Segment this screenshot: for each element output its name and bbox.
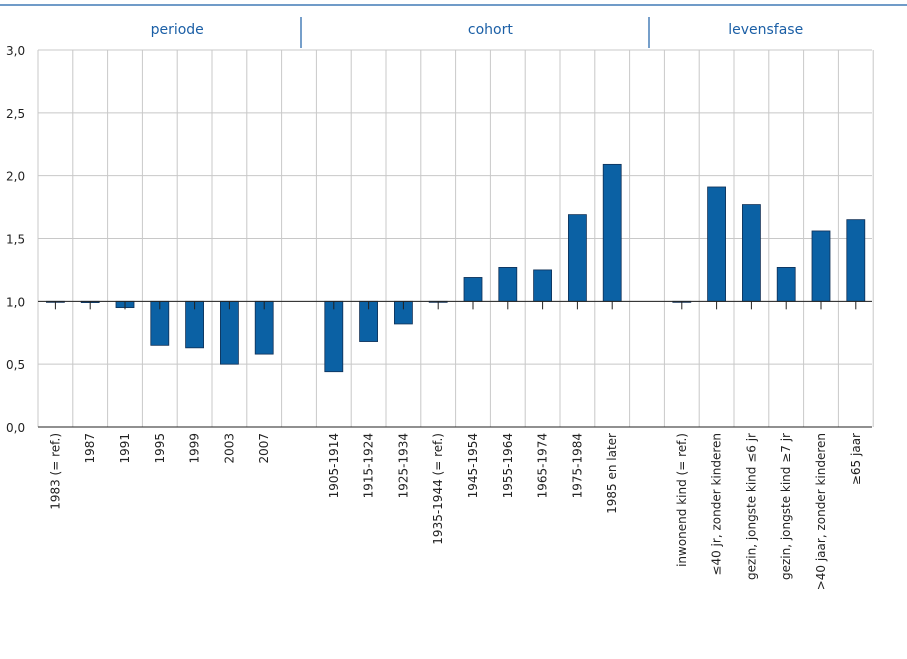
y-tick-label: 2,0: [6, 170, 25, 184]
x-tick-label: 1975-1984: [570, 433, 584, 498]
x-tick-label: 1991: [118, 433, 132, 464]
x-tick-label: 2007: [257, 433, 271, 464]
bar: [568, 214, 587, 302]
x-tick-label: 1955-1964: [501, 433, 515, 498]
bar: [324, 300, 344, 373]
x-tick-label: 1999: [188, 433, 202, 464]
group-label-2: levensfase: [728, 22, 803, 38]
x-tick-label: 1945-1954: [466, 433, 480, 498]
x-tick-label: ≥65 jaar: [849, 433, 863, 485]
grid: [37, 49, 874, 428]
axes: [38, 300, 872, 428]
y-tick-label: 0,5: [6, 358, 25, 372]
x-tick-label: ≤40 jr, zonder kinderen: [710, 433, 724, 576]
x-tick-label: inwonend kind (= ref.): [675, 433, 689, 567]
x-tick-label: 1905-1914: [327, 433, 341, 498]
bar: [811, 230, 831, 302]
bar: [219, 300, 239, 365]
y-tick-label: 1,5: [6, 233, 25, 247]
x-tick-label: 1985 en later: [605, 433, 619, 514]
y-tick-label: 2,5: [6, 107, 25, 121]
group-label-1: cohort: [468, 22, 513, 38]
y-tick-label: 3,0: [6, 44, 25, 58]
bar: [498, 267, 518, 302]
bar: [533, 269, 552, 302]
x-tick-label: 1995: [153, 433, 167, 464]
x-tick-label: 1983 (= ref.): [48, 433, 62, 510]
bar: [602, 163, 622, 302]
x-tick-labels: 1983 (= ref.) 1987 1991 1995 1999 2003 2007 190…: [48, 433, 862, 590]
group-header: periode cohort levensfase: [0, 4, 907, 48]
bar: [707, 186, 726, 302]
x-tick-label: 2003: [222, 433, 236, 464]
bar: [846, 219, 866, 302]
bar: [463, 277, 483, 302]
x-tick-label: 1987: [83, 433, 97, 464]
group-label-0: periode: [151, 22, 204, 38]
bar: [776, 267, 796, 302]
x-tick-label: 1915-1924: [362, 433, 376, 498]
x-tick-label: gezin, jongste kind ≤6 jr: [744, 433, 758, 580]
x-tick-label: 1935-1944 (= ref.): [431, 433, 445, 545]
bar: [742, 204, 761, 302]
x-tick-label: >40 jaar, zonder kinderen: [814, 433, 828, 590]
y-tick-labels: 0,0 0,5 1,0 1,5 2,0 2,5 3,0: [6, 44, 25, 435]
x-tick-label: gezin, jongste kind ≥7 jr: [779, 433, 793, 580]
y-tick-label: 1,0: [6, 295, 25, 309]
x-tick-label: 1925-1934: [396, 433, 410, 498]
y-tick-label: 0,0: [6, 421, 25, 435]
x-tick-label: 1965-1974: [536, 433, 550, 498]
